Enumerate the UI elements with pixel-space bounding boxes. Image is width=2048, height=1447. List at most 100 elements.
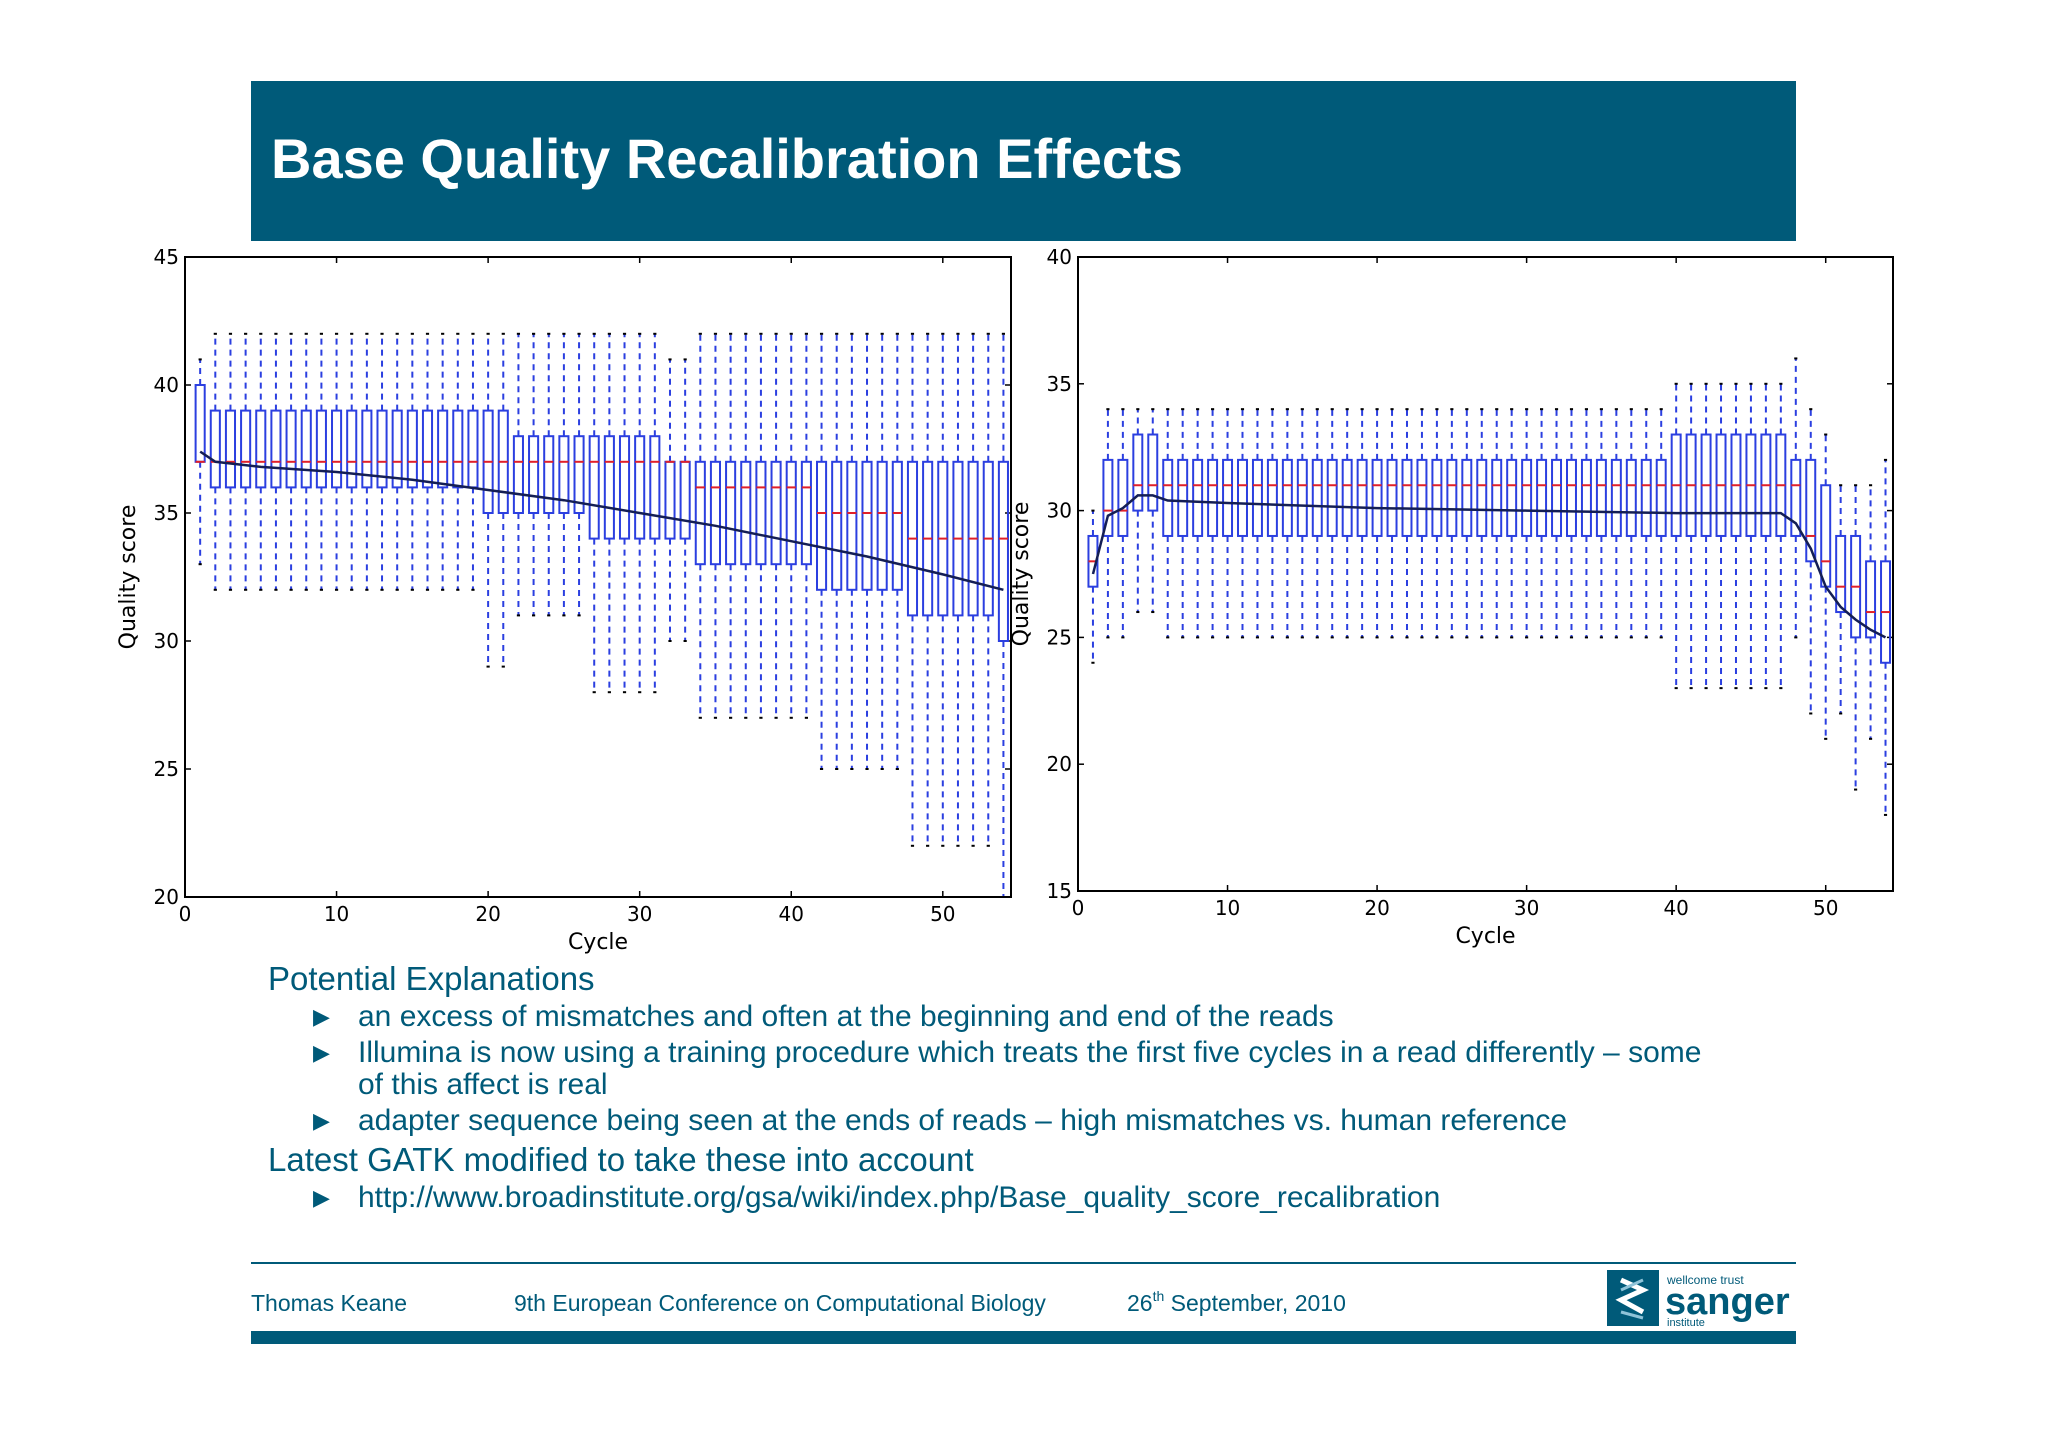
- box-cycle-4: [1132, 408, 1144, 614]
- box: [831, 460, 843, 591]
- title-bar: Base Quality Recalibration Effects: [251, 81, 1796, 241]
- box-cycle-49: [1805, 408, 1817, 715]
- box-cycle-37: [740, 332, 752, 719]
- box-cycle-51: [1835, 484, 1847, 715]
- box: [406, 409, 418, 489]
- box: [543, 435, 555, 514]
- box-cycle-54: [997, 332, 1009, 898]
- y-tick-label: 40: [1047, 245, 1072, 269]
- x-tick-label: 10: [324, 902, 349, 926]
- box-cycle-22: [512, 332, 524, 617]
- box: [437, 409, 449, 489]
- box-cycle-43: [831, 332, 843, 770]
- box: [1281, 458, 1293, 537]
- y-tick-label: 35: [154, 501, 179, 525]
- box-cycle-42: [1700, 382, 1712, 690]
- box-cycle-16: [421, 332, 434, 591]
- mean-quality-line: [1091, 494, 1887, 639]
- box: [1536, 458, 1548, 537]
- plot-frame: [184, 256, 1012, 898]
- box-cycle-54: [1880, 458, 1892, 816]
- box: [1446, 458, 1458, 537]
- box-cycle-24: [543, 332, 555, 617]
- box-cycle-24: [1431, 408, 1443, 639]
- box: [1326, 458, 1338, 537]
- box: [315, 409, 327, 489]
- y-tick-label: 35: [1047, 372, 1072, 396]
- box: [634, 435, 646, 540]
- logo-wellcome-trust: wellcome trust: [1666, 1273, 1744, 1287]
- box: [285, 409, 297, 489]
- box-cycle-50: [937, 332, 949, 847]
- box-cycle-19: [1356, 408, 1368, 639]
- box-cycle-5: [255, 332, 267, 591]
- box-cycle-46: [876, 332, 888, 770]
- x-tick-label: 40: [779, 902, 804, 926]
- box-cycle-40: [785, 332, 797, 719]
- box: [300, 409, 312, 489]
- box-cycle-21: [497, 332, 509, 668]
- box: [846, 460, 858, 591]
- logo-institute: institute: [1667, 1317, 1705, 1328]
- box-cycle-29: [618, 332, 631, 694]
- box-cycle-21: [1386, 408, 1398, 639]
- box: [1401, 458, 1413, 537]
- footer-date: 26th September, 2010: [1127, 1288, 1346, 1317]
- mean-quality-line: [199, 450, 1004, 592]
- box-cycle-7: [285, 332, 297, 591]
- box: [558, 435, 570, 514]
- box-cycle-23: [1416, 408, 1428, 639]
- box-cycle-25: [1446, 408, 1458, 639]
- box-cycle-52: [967, 332, 979, 847]
- box: [1296, 458, 1308, 537]
- box: [770, 460, 782, 566]
- x-tick-label: 50: [1813, 896, 1838, 920]
- logo-sanger: sanger: [1665, 1281, 1790, 1323]
- box-cycle-53: [1865, 484, 1877, 740]
- box-cycle-7: [1177, 408, 1189, 639]
- slide-title: Base Quality Recalibration Effects: [271, 127, 1183, 190]
- y-tick-label: 40: [154, 373, 179, 397]
- box-cycle-3: [224, 332, 237, 591]
- box: [1610, 458, 1622, 537]
- heading-latest-gatk: Latest GATK modified to take these into …: [268, 1141, 974, 1178]
- box: [1177, 458, 1189, 537]
- box-cycle-48: [906, 332, 919, 847]
- right-chart-svg: 0 10 20 30 40 50 15 20 25 30 35 40 Cycle Quality scor…: [1009, 245, 1894, 949]
- footer-date-day: 26: [1127, 1290, 1153, 1316]
- box: [891, 460, 903, 591]
- box-cycle-28: [603, 332, 615, 694]
- box: [1117, 458, 1129, 537]
- box: [1790, 458, 1802, 537]
- box: [1371, 458, 1383, 537]
- box: [1865, 560, 1877, 639]
- box-cycle-38: [1640, 408, 1652, 639]
- box: [512, 435, 524, 514]
- box-cycle-53: [982, 332, 994, 847]
- box: [1835, 534, 1847, 614]
- box: [1207, 458, 1219, 537]
- bullet-arrow-icon: ▶: [313, 1004, 330, 1029]
- box-cycle-38: [755, 332, 767, 719]
- box-cycle-41: [1685, 382, 1697, 690]
- box: [1476, 458, 1488, 537]
- box: [1491, 458, 1503, 537]
- box-cycle-6: [270, 332, 282, 591]
- box-cycle-23: [528, 332, 540, 617]
- bullet-arrow-icon: ▶: [313, 1040, 330, 1065]
- y-tick-label: 30: [154, 629, 179, 653]
- box-cycle-36: [1610, 408, 1622, 639]
- footer-conference: 9th European Conference on Computational…: [514, 1290, 1046, 1316]
- box: [725, 460, 737, 566]
- bullet-text: Illumina is now using a training procedu…: [358, 1036, 1702, 1069]
- box-cycle-1: [194, 358, 206, 566]
- box-cycle-26: [573, 332, 585, 617]
- box: [861, 460, 873, 591]
- box: [1237, 458, 1248, 537]
- box: [376, 409, 388, 489]
- box: [709, 460, 722, 566]
- box-cycle-47: [891, 332, 903, 770]
- box: [391, 409, 403, 489]
- box-cycle-47: [1775, 382, 1787, 690]
- box: [1521, 458, 1533, 537]
